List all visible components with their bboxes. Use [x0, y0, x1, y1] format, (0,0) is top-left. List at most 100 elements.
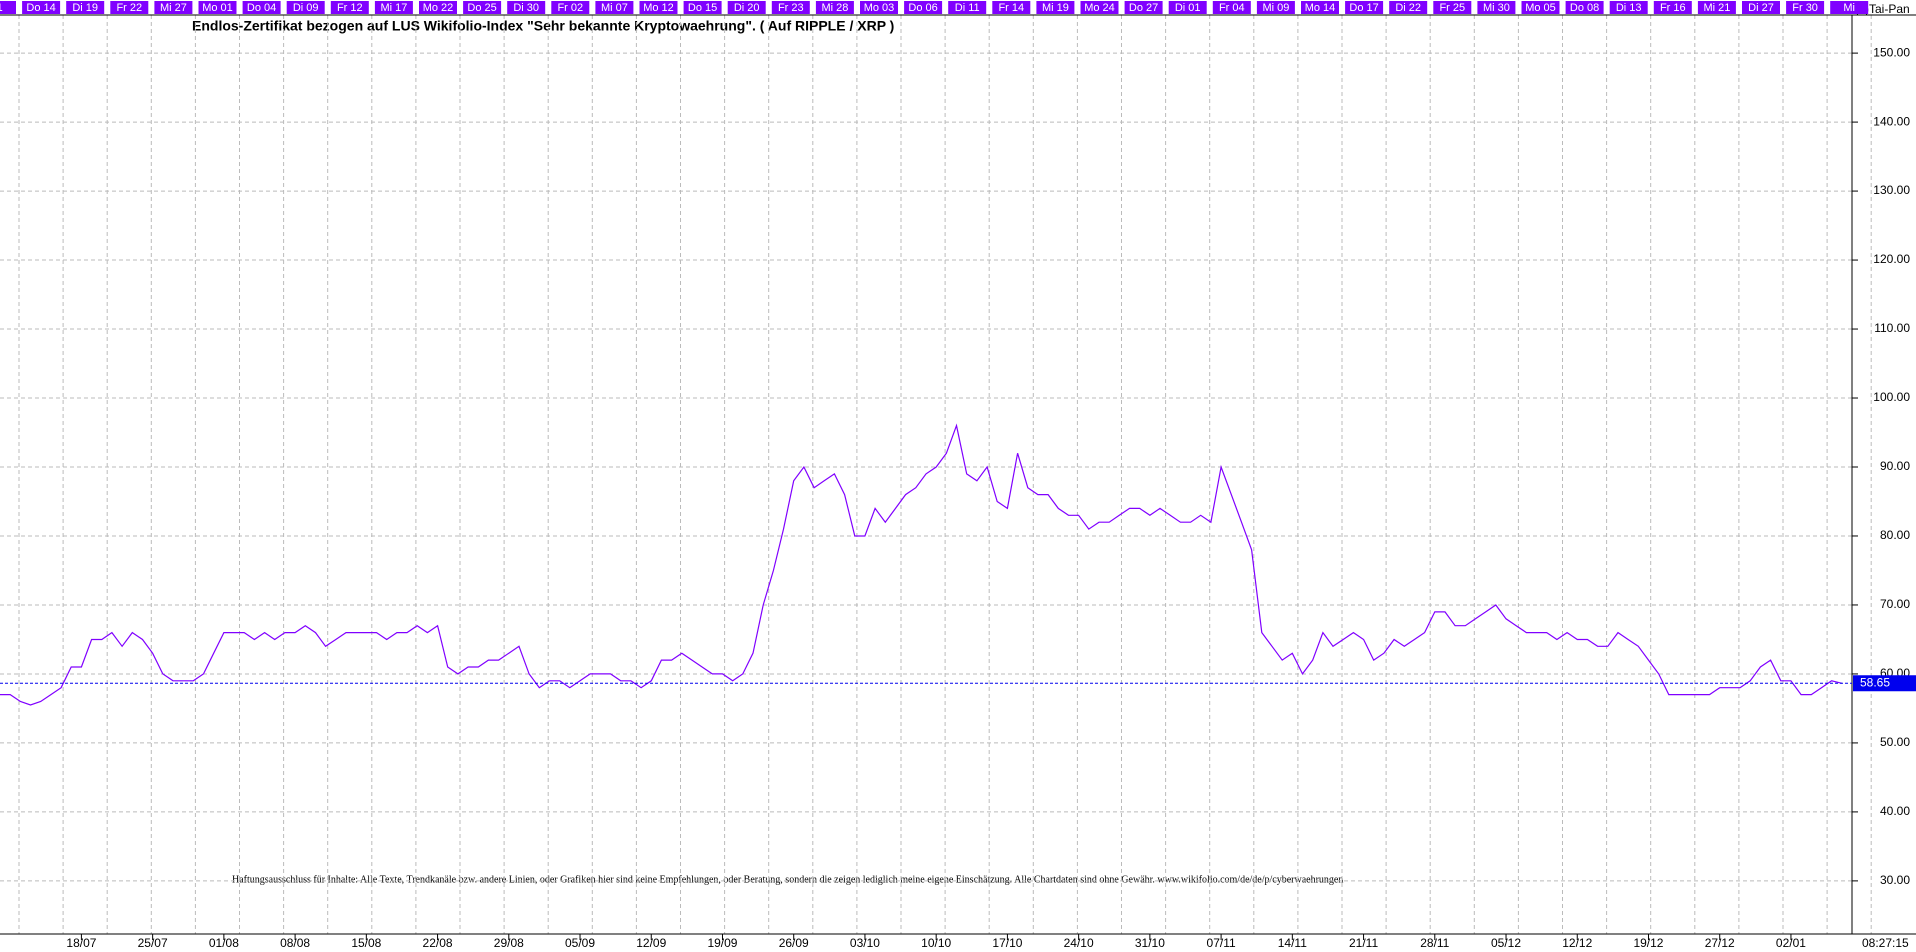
top-label-bg [1653, 1, 1692, 14]
top-label-bg [860, 1, 898, 14]
top-label: Mi 30 [1483, 2, 1510, 14]
y-tick-label: 30.00 [1880, 873, 1910, 887]
top-label-bg [948, 1, 987, 14]
disclaimer: Haftungsausschluss für Inhalte: Alle Tex… [232, 874, 1343, 885]
top-label: Do 14 [26, 2, 55, 14]
top-label-bg [1742, 1, 1780, 14]
y-tick-label: 50.00 [1880, 735, 1910, 749]
y-tick-label: 130.00 [1873, 183, 1910, 197]
top-label: Di 27 [1748, 2, 1774, 14]
copyright: (c)Tai-Pan [1855, 2, 1910, 16]
y-tick-label: 110.00 [1874, 321, 1910, 335]
top-label: Mo 22 [423, 2, 454, 14]
top-label-bg [1565, 1, 1604, 14]
top-label: Mi 19 [1042, 2, 1069, 14]
x-tick-label: 31/10 [1135, 936, 1165, 950]
top-label: Do 04 [247, 2, 276, 14]
price-line [0, 423, 1842, 706]
top-label-bg [1256, 1, 1295, 14]
top-label: Di 20 [734, 2, 760, 14]
top-label-bg [1477, 1, 1516, 14]
top-label: Di 19 [72, 2, 98, 14]
top-label: Di 13 [1616, 2, 1642, 14]
top-label: Do 17 [1349, 2, 1378, 14]
top-label: Mi 09 [1262, 2, 1289, 14]
x-tick-label: 19/12 [1633, 936, 1663, 950]
top-label: Mi 07 [601, 2, 628, 14]
top-label-bg [1433, 1, 1472, 14]
top-label-bg [683, 1, 722, 14]
top-label-bg [507, 1, 546, 14]
top-label-bg [110, 1, 149, 14]
x-tick-label: 21/11 [1349, 936, 1378, 950]
x-tick-label: 25/07 [138, 936, 168, 950]
top-label: Do 08 [1570, 2, 1599, 14]
x-tick-label: 01/08 [209, 936, 239, 950]
top-label: Mo 24 [1084, 2, 1115, 14]
top-label: Di 09 [293, 2, 319, 14]
top-label: Mo 01 [202, 2, 233, 14]
top-label: Mo 03 [864, 2, 895, 14]
y-tick-label: 80.00 [1880, 528, 1910, 542]
top-label-bg [242, 1, 281, 14]
chart-title: Endlos-Zertifikat bezogen auf LUS Wikifo… [192, 18, 894, 34]
x-tick-label: 14/11 [1278, 936, 1307, 950]
top-label-bg [286, 1, 325, 14]
y-tick-label: 140.00 [1873, 114, 1910, 128]
top-label: Do 06 [908, 2, 937, 14]
x-tick-label: 24/10 [1064, 936, 1094, 950]
top-label: Mo 12 [643, 2, 674, 14]
y-tick-label: 40.00 [1880, 804, 1910, 818]
top-label-bg [1301, 1, 1339, 14]
top-label: Fr 02 [557, 2, 583, 14]
x-tick-label: 12/12 [1562, 936, 1592, 950]
top-label-bg [0, 1, 16, 14]
x-tick-label: 05/12 [1491, 936, 1521, 950]
top-label: Mi 27 [160, 2, 187, 14]
top-label: Di 11 [955, 2, 980, 14]
top-label-bg [1609, 1, 1648, 14]
top-label-bg [463, 1, 502, 14]
top-label-bg [1080, 1, 1119, 14]
x-tick-label: 10/10 [921, 936, 951, 950]
top-label: Fr 12 [337, 2, 363, 14]
top-label-bg [1036, 1, 1075, 14]
top-label: Fr 16 [1660, 2, 1686, 14]
x-tick-label: 18/07 [66, 936, 96, 950]
top-label: Do 27 [1129, 2, 1158, 14]
x-tick-label: 29/08 [494, 936, 524, 950]
top-label-bg [551, 1, 590, 14]
top-label-bg [1830, 1, 1869, 14]
top-label-bg [154, 1, 193, 14]
top-label: Fr 25 [1439, 2, 1465, 14]
time-label: 08:27:15 [1862, 936, 1909, 950]
y-tick-label: 100.00 [1873, 390, 1910, 404]
top-label: Di 30 [513, 2, 539, 14]
top-label-bg [1521, 1, 1560, 14]
top-label-bg [66, 1, 105, 14]
top-label: 11 [0, 2, 3, 14]
top-label-bg [1389, 1, 1428, 14]
top-label-bg [1168, 1, 1207, 14]
x-tick-label: 03/10 [850, 936, 880, 950]
top-label: Mo 14 [1305, 2, 1336, 14]
top-label-bg [639, 1, 678, 14]
top-label: Di 22 [1395, 2, 1421, 14]
x-tick-label: 07/11 [1207, 936, 1236, 950]
x-tick-label: 17/10 [992, 936, 1022, 950]
top-label-bg [771, 1, 810, 14]
top-label-bg [727, 1, 766, 14]
top-label-bg [595, 1, 634, 14]
x-tick-label: 08/08 [280, 936, 310, 950]
top-label-bg [1345, 1, 1384, 14]
top-label-bg [198, 1, 237, 14]
x-tick-label: 27/12 [1705, 936, 1735, 950]
top-label: Fr 30 [1792, 2, 1818, 14]
top-label-bg [330, 1, 369, 14]
top-label-bg [419, 1, 457, 14]
top-label: Mi 21 [1703, 2, 1730, 14]
top-label: Mi [1843, 2, 1855, 14]
top-label: Do 25 [467, 2, 496, 14]
top-label-bg [992, 1, 1031, 14]
